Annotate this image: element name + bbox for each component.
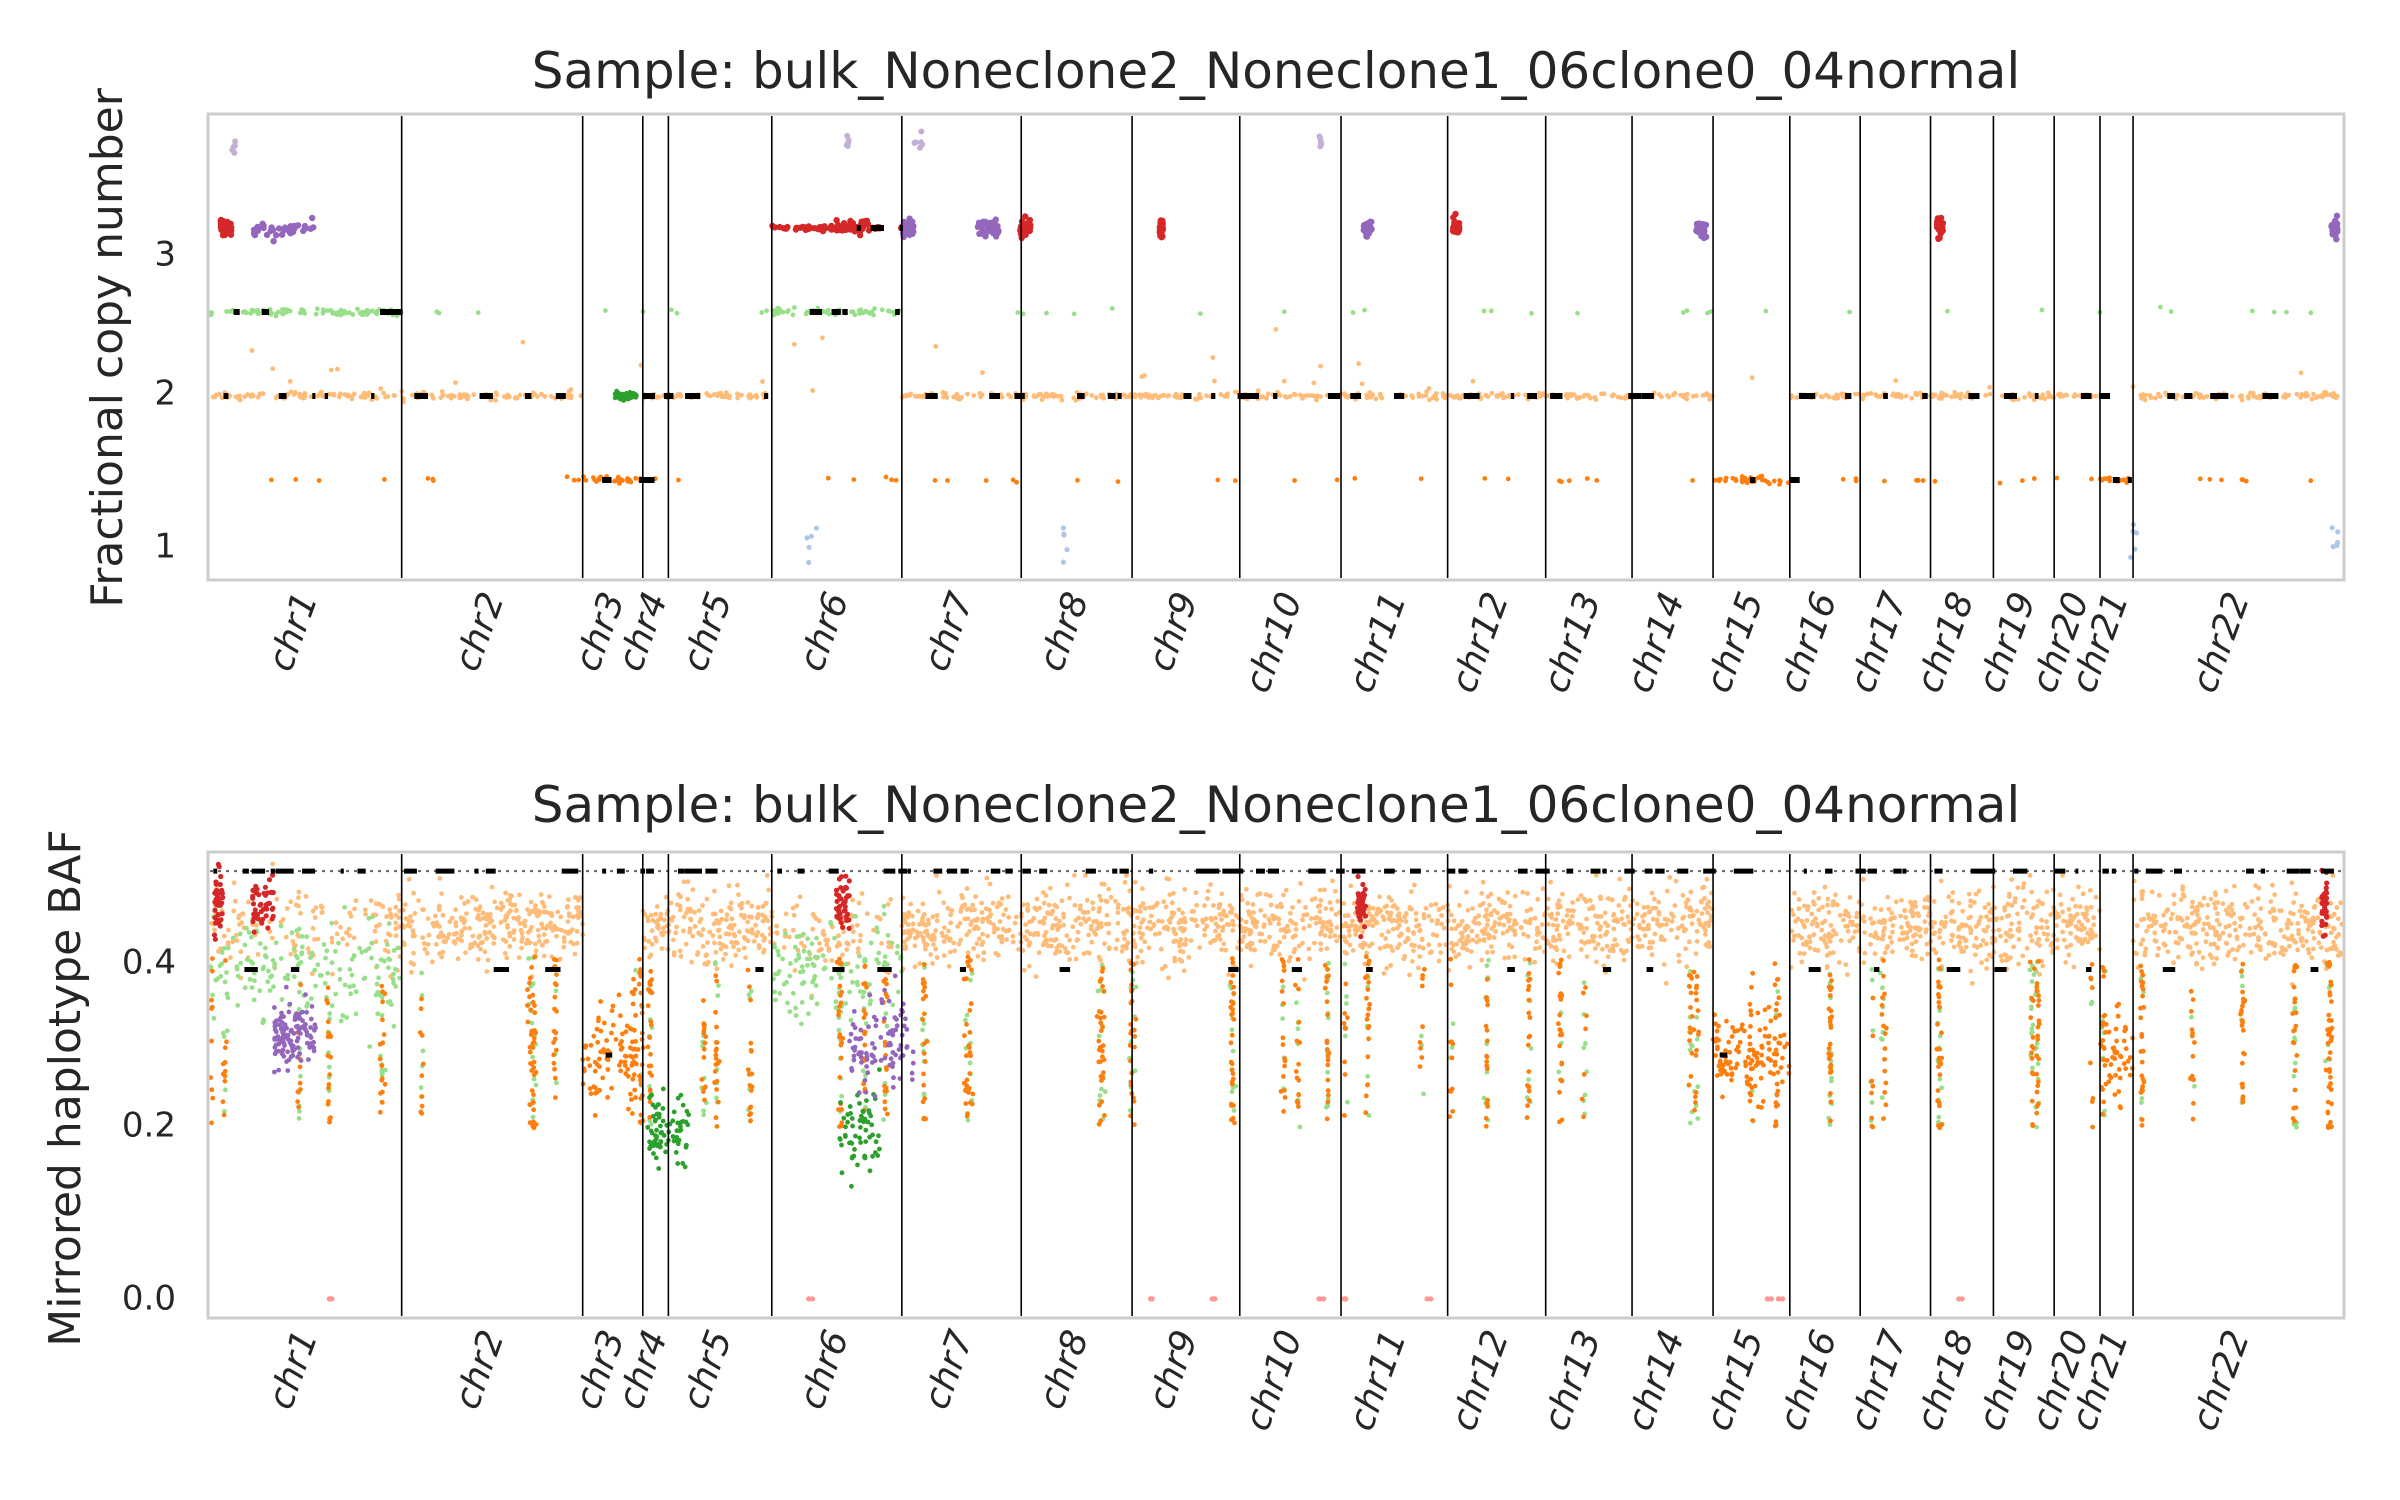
panel1-title: Sample: bulk_Noneclone2_Noneclone1_06clo… [532,42,2021,100]
panel1-points-clone-a-dark [612,388,639,403]
panel1-label-chr16: chr16 [1772,587,1846,698]
panel2-label-chr9: chr9 [1140,1325,1206,1415]
panel1-label-chr17: chr17 [1842,587,1916,698]
panel1-label-chr13: chr13 [1535,587,1609,698]
panel2-label-chr2: chr2 [447,1325,513,1415]
panel1-points-clone-d-light [229,128,1325,156]
panel2-label-chr5: chr5 [675,1325,741,1415]
panel2-label-chr22: chr22 [2184,1325,2258,1436]
panel1-points [208,128,2341,566]
panel2-points [207,861,2345,1302]
baf-panel: Sample: bulk_Noneclone2_Noneclone1_06clo… [40,776,2346,1436]
panel1-label-chr7: chr7 [916,587,982,677]
panel1-label-chr6: chr6 [791,587,857,677]
panel2-ylabel: Mirrored haplotype BAF [40,829,91,1346]
panel1-chrom-boundaries [400,116,2134,578]
panel1-label-chr14: chr14 [1619,587,1693,698]
copy-number-panel: Sample: bulk_Noneclone2_Noneclone1_06clo… [82,42,2346,698]
panel1-segment-marks [223,225,2279,483]
panel2-segment-marks [213,868,2334,1058]
panel1-label-chr8: chr8 [1031,587,1097,677]
panel2-frame [206,850,2346,1320]
panel2-ytick-4: 0.4 [122,943,176,983]
panel2-points-clone-a-dark [645,1067,882,1189]
panel1-ytick-1: 1 [154,527,176,567]
panel1-ylabel: Fractional copy number [82,87,133,608]
panel1-label-chr5: chr5 [675,587,741,677]
panel1-points-clone-b-dark [269,473,2314,487]
panel2-label-chr13: chr13 [1535,1325,1609,1436]
panel2-ytick-2: 0.2 [122,1106,176,1146]
panel2-title: Sample: bulk_Noneclone2_Noneclone1_06clo… [532,776,2021,834]
panel2-label-chr6: chr6 [791,1325,857,1415]
panel1-label-chr10: chr10 [1237,587,1311,698]
panel1-points-clone-f [804,521,2341,566]
panel1-label-chr2: chr2 [447,587,513,677]
panel2-label-chr10: chr10 [1237,1325,1311,1436]
panel2-label-chr11: chr11 [1341,1325,1415,1436]
panel1-label-chr1: chr1 [260,587,326,677]
panel2-label-chr1: chr1 [260,1325,326,1415]
panel2-label-chr16: chr16 [1772,1325,1846,1436]
panel2-chrom-boundaries [400,854,2134,1316]
panel2-label-chr8: chr8 [1031,1325,1097,1415]
panel1-points-clone-d [250,212,2341,245]
panel1-ytick-2: 2 [154,374,176,414]
panel1-label-chr15: chr15 [1698,587,1772,698]
panel2-points-clone-e [326,1296,1965,1302]
panel2-points-clone-b [209,861,2345,999]
panel1-label-chr9: chr9 [1140,587,1206,677]
panel2-points-clone-b-dark [208,954,2335,1131]
panel1-label-chr12: chr12 [1443,587,1517,698]
panel2-ytick-0: 0.0 [122,1279,176,1319]
panel1-label-chr11: chr11 [1341,587,1415,698]
panel2-label-chr17: chr17 [1842,1325,1916,1436]
panel2-label-chr14: chr14 [1619,1325,1693,1436]
panel1-ytick-3: 3 [154,235,176,275]
panel2-label-chr12: chr12 [1443,1325,1517,1436]
panel1-points-clone-c [217,210,1947,243]
panel1-points-clone-b [210,326,2340,405]
panel2-label-chr7: chr7 [916,1325,982,1415]
panel1-frame [206,112,2346,582]
panel1-points-clone-a [208,304,2314,319]
panel2-label-chr15: chr15 [1698,1325,1772,1436]
panel1-label-chr22: chr22 [2184,587,2258,698]
